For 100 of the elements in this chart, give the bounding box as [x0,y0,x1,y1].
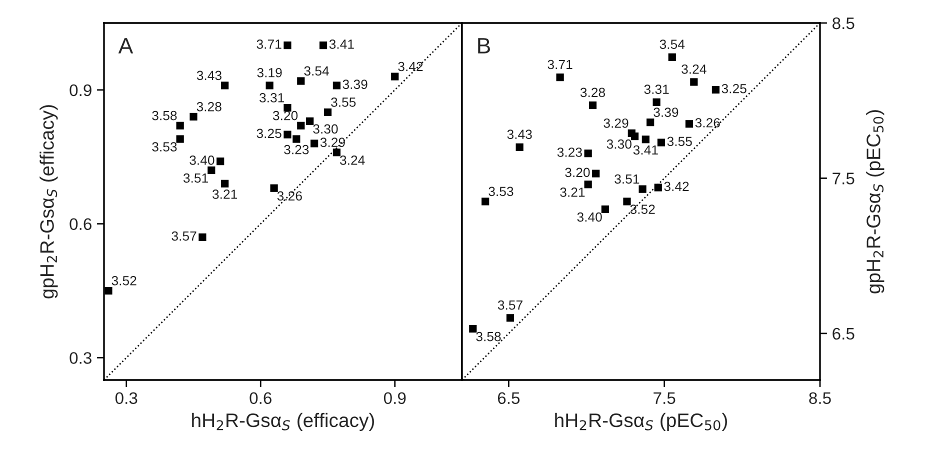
y-tick-label: 7.5 [832,172,854,184]
point [642,136,650,144]
annotation: 3.26 [695,118,720,128]
point [306,117,314,125]
annotation: 3.25 [256,128,282,138]
point [332,82,341,90]
annotation: 3.53 [488,186,514,196]
x-axis-title: hH$_{2}$R-Gsα$_{S}$ (efficacy) [192,412,374,432]
annotation: 3.29 [320,138,345,148]
point [638,185,646,193]
point [391,72,399,80]
annotation: 3.43 [196,70,222,80]
annotation: A [118,38,134,54]
annotation: 3.28 [580,88,606,98]
annotation: 3.39 [654,108,678,117]
point [221,82,229,90]
point [506,314,514,322]
annotation: 3.42 [398,62,423,72]
annotation: 3.55 [667,136,692,146]
annotation: 3.21 [212,190,238,199]
annotation: 3.20 [272,110,298,120]
annotation: 3.24 [682,64,706,74]
annotation: B [478,38,490,54]
annotation: 3.54 [660,40,685,49]
annotation: 3.51 [183,173,208,183]
y-axis-title: gpH$_{2}$R-Gsα$_{S}$ (efficacy) [40,105,58,298]
point [319,42,328,50]
annotation: 3.40 [577,212,602,222]
annotation: 3.31 [260,93,284,102]
annotation: 3.52 [630,204,655,214]
y-axis-title: gpH$_{2}$R-Gsα$_{S}$ (pEC$_{50}$) [866,110,884,294]
point [516,143,524,151]
point [657,138,666,146]
annotation: 3.26 [277,191,302,201]
annotation: 3.43 [507,130,532,140]
point [221,180,229,188]
annotation: 3.21 [560,188,585,197]
point [284,130,292,138]
point [469,324,477,333]
point [482,198,490,206]
annotation: 3.41 [329,40,354,49]
annotation: 3.41 [633,145,658,155]
annotation: 3.55 [331,98,356,107]
point [266,82,274,90]
point [310,140,318,148]
point [623,198,631,206]
x-tick-label: 0.9 [384,392,406,404]
point [592,170,600,178]
y-tick-label: 0.6 [70,218,92,230]
point [668,53,676,61]
annotation: 3.29 [604,118,628,128]
x-axis-title: hH$_{2}$R-Gsα$_{S}$ (pEC$_{50}$) [555,412,727,432]
annotation: 3.23 [284,144,309,154]
annotation: 3.58 [476,332,501,342]
point [284,42,292,50]
point [176,122,184,130]
annotation: 3.53 [152,142,177,152]
point [584,180,592,188]
y-tick-label: 8.5 [832,17,854,30]
y-tick-label: 0.9 [70,84,92,96]
annotation: 3.71 [256,40,282,49]
point [690,78,698,86]
point [712,86,720,94]
point [332,148,341,156]
annotation: 3.71 [548,60,572,70]
annotation: 3.30 [606,139,632,149]
annotation: 3.52 [112,276,136,286]
point [104,286,112,295]
annotation: 3.23 [557,148,582,157]
annotation: 3.30 [313,124,338,134]
y-tick-label: 6.5 [832,328,854,340]
x-tick-label: 0.3 [115,392,138,404]
point [652,98,660,106]
annotation: 3.31 [644,84,669,94]
point [198,233,206,242]
point [190,112,198,121]
annotation: 3.54 [304,66,329,76]
point [646,118,654,126]
annotation: 3.40 [190,156,214,165]
x-tick-label: 8.5 [809,392,831,404]
x-tick-label: 6.5 [498,392,520,404]
annotation: 3.28 [196,102,222,112]
x-tick-label: 7.5 [654,392,676,404]
annotation: 3.57 [172,231,196,241]
annotation: 3.39 [342,80,368,90]
point [654,184,662,192]
annotation: 3.20 [565,168,590,178]
annotation: 3.58 [152,110,177,120]
point [556,74,564,82]
annotation: 3.24 [340,156,365,165]
annotation: 3.19 [257,68,282,78]
point [297,77,305,85]
point [297,122,305,130]
point [292,135,300,143]
point [270,184,278,192]
point [208,166,216,174]
annotation: 3.25 [722,84,746,94]
annotation: 3.51 [614,174,640,184]
point [588,101,597,110]
point [584,150,592,158]
